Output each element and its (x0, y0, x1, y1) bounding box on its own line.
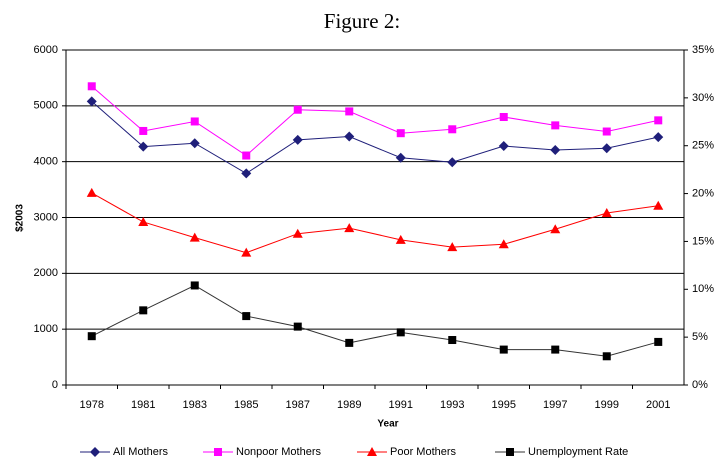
legend-marker (90, 447, 100, 457)
data-point (447, 242, 458, 252)
y-tick-label: 3000 (34, 211, 58, 223)
data-point (498, 239, 509, 249)
y-tick-label: 1000 (34, 323, 58, 335)
data-point (498, 141, 509, 152)
data-point (344, 131, 355, 142)
x-tick-label: 1981 (131, 399, 155, 411)
data-point (87, 82, 96, 91)
series-line (91, 284, 659, 357)
data-point (653, 200, 664, 210)
data-point (241, 168, 252, 179)
data-point (189, 138, 200, 149)
y-tick-label: 5000 (34, 100, 58, 112)
x-tick-label: 1989 (337, 399, 361, 411)
data-point (551, 121, 560, 130)
data-point (293, 322, 302, 331)
data-point (139, 306, 148, 315)
x-tick-label: 2001 (646, 399, 670, 411)
data-point (345, 107, 354, 116)
data-point (344, 223, 355, 233)
data-point (395, 152, 406, 163)
y2-tick-label: 25% (692, 140, 714, 152)
data-point (601, 143, 612, 154)
x-tick-label: 1978 (80, 399, 104, 411)
data-point (241, 247, 252, 257)
data-point (601, 208, 612, 218)
data-point (138, 141, 149, 152)
y2-tick-label: 35% (692, 44, 714, 56)
data-point (396, 328, 405, 337)
legend-marker (214, 448, 222, 456)
data-point (189, 232, 200, 242)
y2-tick-label: 20% (692, 187, 714, 199)
legend-label: Nonpoor Mothers (236, 446, 321, 458)
x-axis-title: Year (377, 419, 398, 430)
data-point (602, 127, 611, 136)
data-point (242, 312, 251, 321)
data-point (653, 132, 664, 143)
legend-marker (367, 447, 377, 456)
data-point (293, 105, 302, 114)
data-point (345, 338, 354, 347)
data-point (87, 332, 96, 341)
data-point (550, 144, 561, 155)
data-point (190, 117, 199, 126)
data-point (292, 228, 303, 238)
legend-label: Unemployment Rate (528, 446, 628, 458)
y2-tick-label: 5% (692, 331, 708, 343)
data-point (190, 281, 199, 290)
y2-tick-label: 10% (692, 283, 714, 295)
x-tick-label: 1991 (389, 399, 413, 411)
y-tick-label: 2000 (34, 267, 58, 279)
y-tick-label: 4000 (34, 156, 58, 168)
data-point (499, 345, 508, 354)
x-tick-label: 1983 (183, 399, 207, 411)
data-point (395, 234, 406, 244)
x-tick-label: 1987 (286, 399, 310, 411)
chart-title: Figure 2: (324, 9, 400, 33)
data-point (654, 116, 663, 125)
data-point (138, 216, 149, 226)
data-point (86, 187, 97, 197)
data-point (86, 96, 97, 107)
legend-label: Poor Mothers (390, 446, 457, 458)
x-tick-label: 1985 (234, 399, 258, 411)
data-point (139, 126, 148, 135)
x-tick-label: 1999 (595, 399, 619, 411)
series-line (91, 100, 659, 174)
data-point (654, 337, 663, 346)
data-point (242, 151, 251, 160)
data-point (602, 352, 611, 361)
data-point (499, 113, 508, 121)
y2-tick-label: 15% (692, 235, 714, 247)
x-tick-label: 1997 (543, 399, 567, 411)
data-point (448, 336, 457, 345)
series-line (91, 85, 659, 157)
legend-label: All Mothers (113, 446, 169, 458)
y2-tick-label: 0% (692, 379, 708, 391)
x-tick-label: 1995 (492, 399, 516, 411)
x-tick-label: 1993 (440, 399, 464, 411)
series-line (91, 192, 659, 254)
data-point (550, 224, 561, 234)
data-point (551, 345, 560, 354)
y-axis-title: $2003 (15, 204, 26, 232)
data-point (292, 134, 303, 145)
legend-marker (506, 448, 514, 456)
data-point (396, 129, 405, 138)
y2-tick-label: 30% (692, 92, 714, 104)
y-tick-label: 0 (52, 379, 58, 391)
data-point (447, 157, 458, 168)
data-point (448, 125, 457, 134)
y-tick-label: 6000 (34, 44, 58, 56)
